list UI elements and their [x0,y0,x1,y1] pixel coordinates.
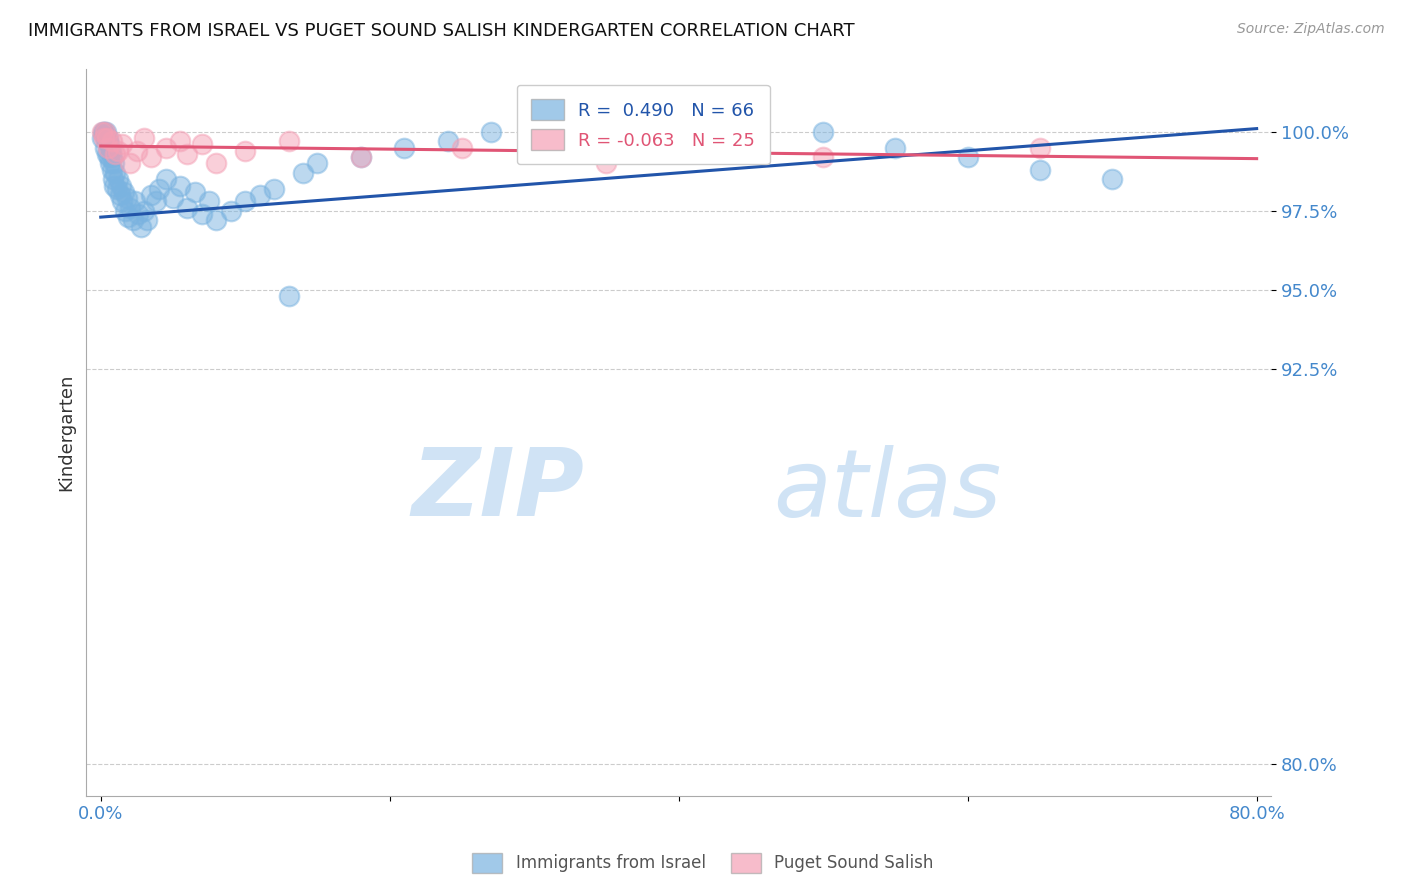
Point [169,178,191,193]
Point [233,194,256,209]
Point [176,147,198,161]
Point [145,194,167,209]
Point [107,144,129,158]
Point [100,162,122,177]
Y-axis label: Kindergarten: Kindergarten [58,374,75,491]
Point [141,188,163,202]
Point [307,156,329,170]
Legend: Immigrants from Israel, Puget Sound Salish: Immigrants from Israel, Puget Sound Sali… [465,847,941,880]
Point [98,137,121,152]
Point [121,213,143,227]
Point [392,140,415,154]
Point [1101,172,1123,186]
Point [101,172,124,186]
Point [249,188,271,202]
Text: ZIP: ZIP [411,444,583,536]
Point [124,194,146,209]
Point [115,191,138,205]
Point [523,131,546,145]
Point [162,191,184,205]
Point [100,144,122,158]
Point [93,125,115,139]
Point [740,131,762,145]
Point [111,194,134,209]
Point [96,131,118,145]
Point [96,134,118,148]
Point [198,194,221,209]
Point [183,185,205,199]
Point [118,201,141,215]
Point [811,150,834,164]
Point [233,144,256,158]
Point [169,134,191,148]
Point [884,140,907,154]
Point [111,137,134,152]
Point [350,150,373,164]
Point [98,156,121,170]
Point [101,150,124,164]
Point [107,172,129,186]
Point [1029,140,1052,154]
Point [103,178,125,193]
Point [451,140,474,154]
Point [595,156,617,170]
Point [91,131,114,145]
Point [668,140,690,154]
Point [277,134,299,148]
Point [103,156,125,170]
Point [105,182,128,196]
Point [94,140,117,154]
Point [132,203,155,218]
Point [93,128,115,142]
Point [219,203,242,218]
Point [127,207,149,221]
Text: atlas: atlas [773,445,1001,536]
Point [205,213,228,227]
Point [101,134,124,148]
Point [436,134,458,148]
Text: IMMIGRANTS FROM ISRAEL VS PUGET SOUND SALISH KINDERGARTEN CORRELATION CHART: IMMIGRANTS FROM ISRAEL VS PUGET SOUND SA… [28,22,855,40]
Point [155,172,177,186]
Text: Source: ZipAtlas.com: Source: ZipAtlas.com [1237,22,1385,37]
Legend: R =  0.490   N = 66, R = -0.063   N = 25: R = 0.490 N = 66, R = -0.063 N = 25 [517,85,769,164]
Point [141,150,163,164]
Point [129,219,152,234]
Point [595,125,617,139]
Point [104,166,127,180]
Point [94,125,117,139]
Point [148,182,170,196]
Point [91,125,114,139]
Point [132,131,155,145]
Point [277,289,299,303]
Point [104,147,127,161]
Point [176,201,198,215]
Point [136,213,159,227]
Point [191,207,214,221]
Point [263,182,285,196]
Point [956,150,979,164]
Point [97,131,120,145]
Point [479,125,502,139]
Point [112,185,135,199]
Point [125,144,148,158]
Point [205,156,228,170]
Point [114,203,136,218]
Point [93,131,115,145]
Point [155,140,177,154]
Point [350,150,373,164]
Point [117,210,139,224]
Point [96,147,118,161]
Point [91,125,114,139]
Point [97,140,120,154]
Point [811,125,834,139]
Point [94,125,117,139]
Point [1029,162,1052,177]
Point [110,178,132,193]
Point [97,150,120,164]
Point [108,188,131,202]
Point [118,156,141,170]
Point [191,137,214,152]
Point [292,166,315,180]
